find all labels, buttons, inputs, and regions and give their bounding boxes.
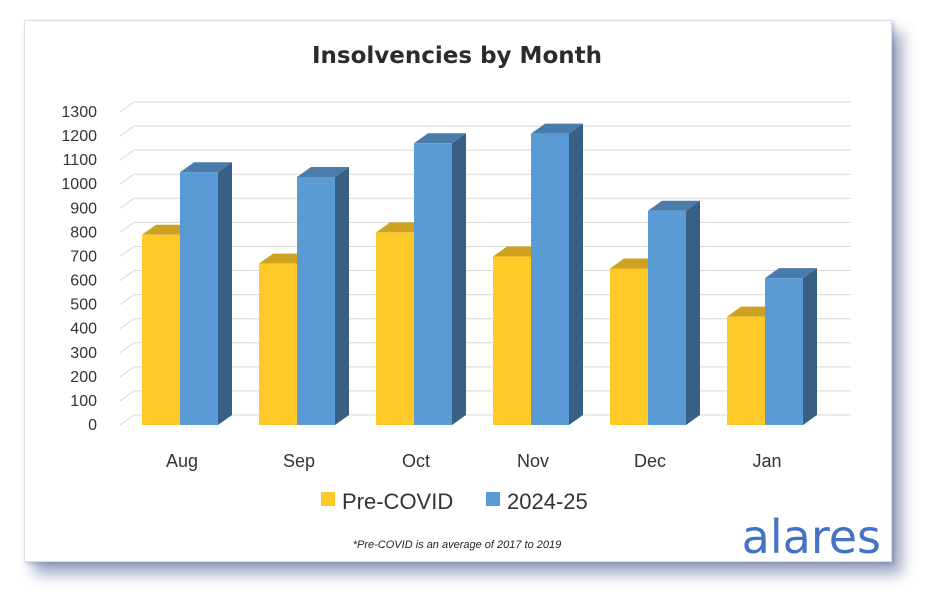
legend-swatch <box>321 492 335 506</box>
bar-2024-25-dec <box>648 200 700 425</box>
gridline <box>119 197 851 209</box>
gridline <box>119 149 851 161</box>
bar-2024-25-sep <box>297 167 349 425</box>
legend-label: Pre-COVID <box>342 489 453 514</box>
y-tick-label: 500 <box>70 297 97 314</box>
gridline <box>119 221 851 233</box>
insolvencies-bar-chart: Insolvencies by Month 0 100 200 300 400 500 60… <box>61 43 881 561</box>
y-tick-label: 700 <box>70 248 97 265</box>
chart-card: Insolvencies by Month 0 100 200 300 400 500 60… <box>24 20 892 562</box>
y-tick-label: 1000 <box>61 176 97 193</box>
chart-title: Insolvencies by Month <box>312 43 602 69</box>
x-tick-label: Dec <box>634 451 666 471</box>
x-tick-label: Aug <box>166 451 198 471</box>
y-tick-label: 200 <box>70 369 97 386</box>
x-tick-label: Nov <box>517 451 549 471</box>
legend-swatch <box>486 492 500 506</box>
y-tick-label: 1100 <box>63 152 98 169</box>
alares-logo: alares <box>742 510 881 561</box>
gridline <box>119 173 851 185</box>
y-tick-label: 300 <box>70 345 97 362</box>
y-tick-label: 400 <box>70 321 97 338</box>
bar-2024-25-jan <box>765 268 817 425</box>
bar-2024-25-aug <box>180 162 232 425</box>
x-tick-label: Oct <box>402 451 430 471</box>
x-tick-label: Jan <box>752 451 781 471</box>
y-tick-label: 800 <box>70 224 97 241</box>
footnote: *Pre-COVID is an average of 2017 to 2019 <box>353 539 562 551</box>
y-tick-label: 900 <box>70 200 97 217</box>
y-tick-label: 0 <box>88 417 97 434</box>
gridline <box>119 125 851 137</box>
y-tick-label: 100 <box>70 393 97 410</box>
bar-2024-25-nov <box>531 123 583 426</box>
y-tick-label: 600 <box>70 273 97 290</box>
gridline <box>119 245 851 257</box>
y-tick-label: 1200 <box>61 128 97 145</box>
gridline <box>119 101 851 113</box>
y-tick-label: 1300 <box>61 104 97 121</box>
bar-2024-25-oct <box>414 133 466 426</box>
x-tick-label: Sep <box>283 451 315 471</box>
legend-label: 2024-25 <box>507 489 588 514</box>
